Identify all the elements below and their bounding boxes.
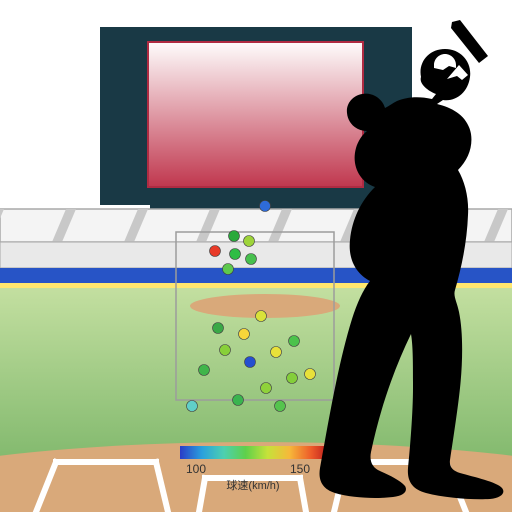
pitch-marker: [230, 249, 241, 260]
pitch-marker: [223, 264, 234, 275]
colorbar-tick: 100: [186, 462, 206, 476]
pitch-marker: [305, 369, 316, 380]
pitch-marker: [271, 347, 282, 358]
pitch-marker: [246, 254, 257, 265]
pitch-marker: [244, 236, 255, 247]
pitch-marker: [261, 383, 272, 394]
pitch-marker: [233, 395, 244, 406]
pitch-marker: [256, 311, 267, 322]
pitch-marker: [210, 246, 221, 257]
pitch-marker: [289, 336, 300, 347]
pitch-marker: [187, 401, 198, 412]
pitch-marker: [229, 231, 240, 242]
pitch-location-chart: 100 150 球速(km/h): [0, 0, 512, 512]
pitch-marker: [260, 201, 271, 212]
pitch-marker: [287, 373, 298, 384]
pitch-marker: [213, 323, 224, 334]
pitch-marker: [220, 345, 231, 356]
pitch-marker: [239, 329, 250, 340]
colorbar-label: 球速(km/h): [226, 478, 279, 492]
pitch-marker: [199, 365, 210, 376]
colorbar-tick: 150: [290, 462, 310, 476]
pitch-marker: [245, 357, 256, 368]
pitch-marker: [275, 401, 286, 412]
